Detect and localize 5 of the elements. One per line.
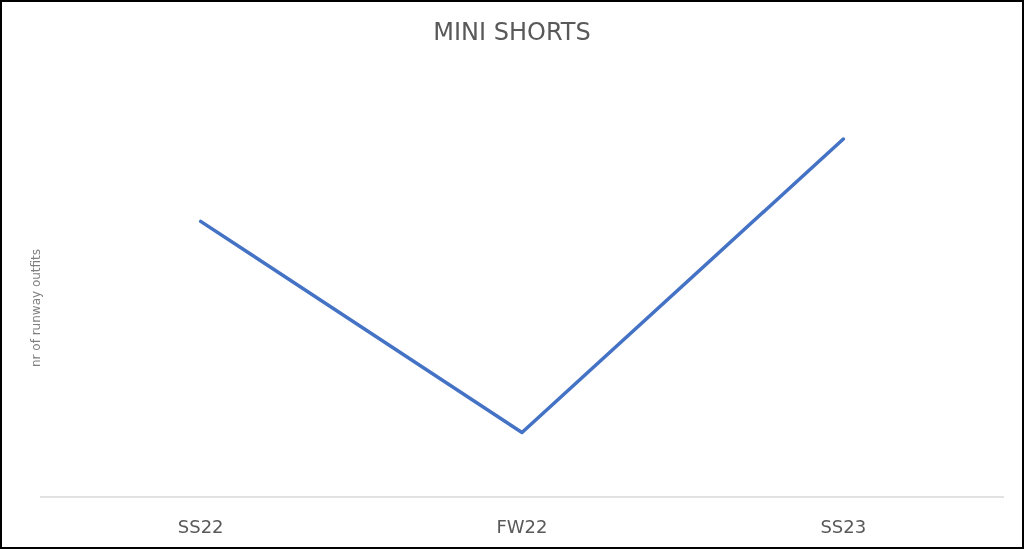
x-tick-label: SS23 [820, 516, 867, 537]
y-axis-title: nr of runway outfits [29, 248, 43, 368]
chart-title: MINI SHORTS [433, 18, 591, 46]
x-tick-label: FW22 [496, 516, 548, 537]
x-tick-label: SS22 [177, 516, 224, 537]
